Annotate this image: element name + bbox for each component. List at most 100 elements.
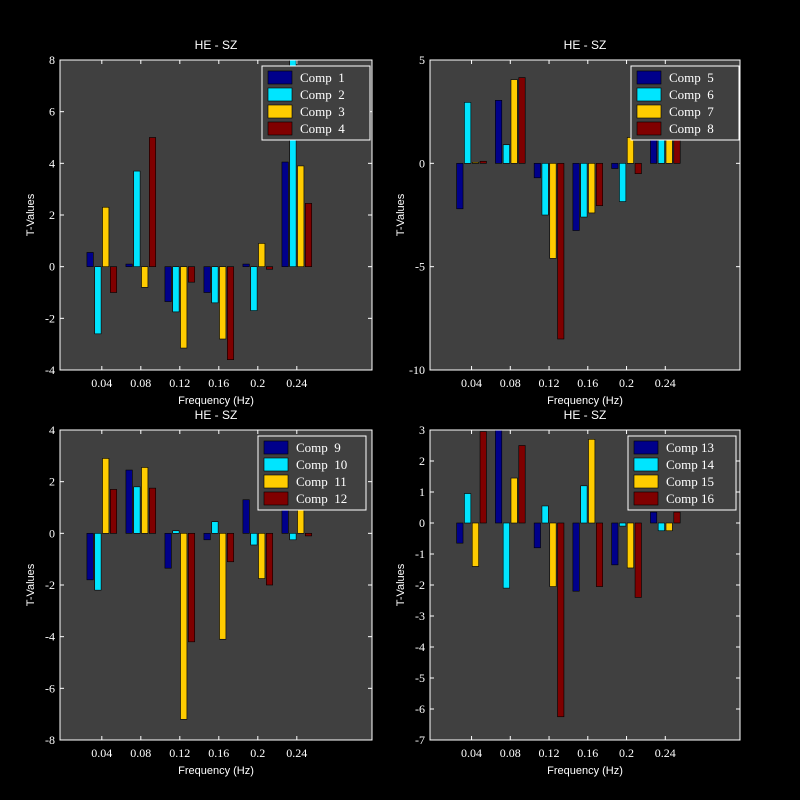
bar xyxy=(297,165,305,267)
bar xyxy=(211,521,219,534)
bar xyxy=(495,429,503,524)
bar xyxy=(125,469,133,534)
y-axis-label: T-Values xyxy=(395,563,407,606)
legend: Comp 13 Comp 14 Comp 15 Comp 16 xyxy=(627,435,737,511)
bar xyxy=(549,522,557,587)
bar xyxy=(149,137,157,267)
x-tick-label: 0.2 xyxy=(619,376,634,390)
y-tick-label: 0 xyxy=(419,156,425,170)
bar xyxy=(611,163,619,169)
bar xyxy=(541,505,549,524)
bar xyxy=(250,266,258,311)
bar xyxy=(588,438,596,524)
bar xyxy=(510,477,518,524)
bar xyxy=(180,533,188,720)
bar xyxy=(266,266,274,270)
x-tick-label: 0.24 xyxy=(655,376,676,390)
y-tick-label: -1 xyxy=(415,547,425,561)
legend-swatch xyxy=(636,121,662,136)
legend-entry: Comp 2 xyxy=(300,87,345,102)
legend-swatch xyxy=(636,104,662,119)
y-tick-label: -3 xyxy=(415,609,425,623)
bar xyxy=(533,163,541,179)
bar xyxy=(557,163,565,340)
bar xyxy=(657,138,665,164)
legend-swatch xyxy=(263,491,289,506)
chart-title: HE - SZ xyxy=(195,408,238,422)
legend-swatch xyxy=(633,474,659,489)
bar xyxy=(125,263,133,267)
legend-entry: Comp 13 xyxy=(666,440,714,455)
x-tick-label: 0.08 xyxy=(130,746,151,760)
y-tick-label: 0 xyxy=(419,516,425,530)
y-tick-label: -7 xyxy=(415,733,425,747)
bar xyxy=(86,533,94,581)
legend: Comp 1 Comp 2 Comp 3 Comp 4 xyxy=(261,65,371,141)
y-tick-label: 2 xyxy=(419,454,425,468)
bar xyxy=(203,533,211,541)
bar xyxy=(572,522,580,592)
x-tick-label: 0.04 xyxy=(91,376,112,390)
bar xyxy=(572,163,580,231)
bar xyxy=(650,138,658,164)
bar xyxy=(227,266,235,360)
axes-frame xyxy=(59,429,373,741)
bar xyxy=(518,445,526,524)
legend-swatch xyxy=(267,70,293,85)
y-tick-label: -4 xyxy=(45,363,55,377)
legend-entry: Comp 5 xyxy=(669,70,714,85)
x-tick-label: 0.16 xyxy=(208,746,229,760)
bar xyxy=(650,511,658,524)
bar xyxy=(110,266,118,293)
y-tick-label: 8 xyxy=(49,53,55,67)
x-tick-label: 0.12 xyxy=(169,746,190,760)
legend-entry: Comp 1 xyxy=(300,70,345,85)
x-tick-label: 0.04 xyxy=(91,746,112,760)
bar xyxy=(657,522,665,532)
bar xyxy=(479,431,487,524)
legend-entry: Comp 9 xyxy=(296,440,341,455)
bar xyxy=(456,522,464,544)
legend-swatch xyxy=(263,457,289,472)
bar xyxy=(94,266,102,335)
legend-swatch xyxy=(267,104,293,119)
bar xyxy=(619,163,627,202)
legend-entry: Comp 7 xyxy=(669,104,714,119)
bar xyxy=(557,522,565,718)
bar xyxy=(149,487,157,534)
bar xyxy=(456,163,464,210)
chart-panel-4: HE - SZ T-Values Frequency (Hz) -7 -6 -5 -4 -3 -… xyxy=(395,408,741,777)
axes-frame xyxy=(59,59,373,371)
x-axis-label: Frequency (Hz) xyxy=(178,765,254,777)
legend: Comp 9 Comp 10 Comp 11 Comp 12 xyxy=(257,435,367,511)
legend-entry: Comp 4 xyxy=(300,121,345,136)
y-tick-label: -4 xyxy=(45,630,55,644)
y-tick-label: -4 xyxy=(415,640,425,654)
x-tick-label: 0.12 xyxy=(539,746,560,760)
y-tick-label: 0 xyxy=(49,526,55,540)
bar xyxy=(479,160,487,164)
bar xyxy=(133,170,141,267)
x-tick-label: 0.08 xyxy=(130,376,151,390)
y-tick-label: -2 xyxy=(45,578,55,592)
bar xyxy=(172,530,180,534)
axes-frame xyxy=(429,429,741,741)
bar xyxy=(305,203,313,267)
bar xyxy=(250,533,258,546)
y-tick-label: -6 xyxy=(45,681,55,695)
bar xyxy=(502,522,510,589)
bar xyxy=(258,533,266,579)
bar xyxy=(180,266,188,349)
x-tick-label: 0.12 xyxy=(539,376,560,390)
bar xyxy=(495,100,503,164)
bar xyxy=(611,522,619,566)
bar xyxy=(172,266,180,313)
bar xyxy=(533,522,541,549)
legend-entry: Comp 16 xyxy=(666,491,715,506)
x-tick-label: 0.16 xyxy=(577,746,598,760)
chart-panel-3: HE - SZ T-Values Frequency (Hz) -8 -6 -4 -2 0 2 4… xyxy=(25,408,373,777)
bar xyxy=(626,522,634,569)
bar xyxy=(595,163,603,207)
bar xyxy=(242,263,250,267)
